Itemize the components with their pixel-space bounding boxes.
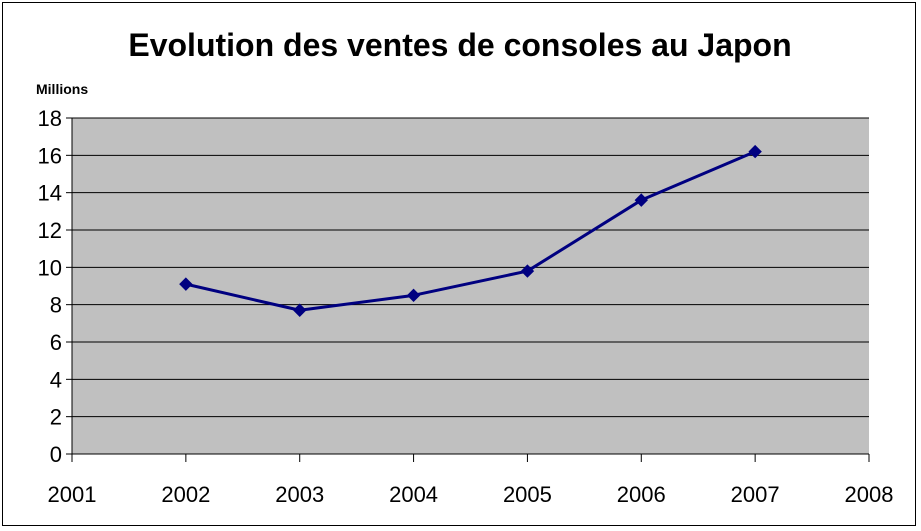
y-tick-label: 14 <box>38 181 62 206</box>
y-tick-label: 18 <box>38 106 62 131</box>
y-tick-label: 2 <box>50 405 62 430</box>
x-tick-label: 2003 <box>275 482 324 507</box>
data-point-2004 <box>406 288 421 303</box>
data-point-2005 <box>520 264 535 278</box>
y-axis-unit-label: Millions <box>36 81 88 97</box>
gridlines <box>72 117 869 418</box>
y-tick-label: 10 <box>38 255 62 280</box>
y-tick-label: 6 <box>50 330 62 355</box>
chart-title: Evolution des ventes de consoles au Japo… <box>128 27 791 63</box>
data-point-2007 <box>748 144 762 159</box>
y-tick-label: 16 <box>38 143 62 168</box>
y-tick-label: 12 <box>38 218 62 243</box>
x-tick-label: 2006 <box>617 482 666 507</box>
x-tick-label: 2007 <box>731 482 780 507</box>
data-point-2003 <box>293 303 307 317</box>
data-point-2006 <box>634 193 648 207</box>
y-tick-label: 0 <box>50 442 62 467</box>
y-tick-label: 8 <box>50 293 62 318</box>
x-tick-label: 2001 <box>48 482 97 507</box>
axes <box>66 117 870 462</box>
data-series <box>179 144 762 317</box>
series-line <box>185 150 756 312</box>
y-tick-label: 4 <box>50 367 62 392</box>
plot-area <box>72 118 869 454</box>
x-tick-label: 2004 <box>389 482 438 507</box>
x-tick-label: 2002 <box>161 482 210 507</box>
x-tick-label: 2005 <box>503 482 552 507</box>
data-point-2002 <box>179 277 193 291</box>
x-tick-label: 2008 <box>845 482 894 507</box>
tick-labels: 0 2 4 6 8 10 12 14 16 18 2001 2002 2003 2004 2005 2006 2… <box>38 106 894 507</box>
